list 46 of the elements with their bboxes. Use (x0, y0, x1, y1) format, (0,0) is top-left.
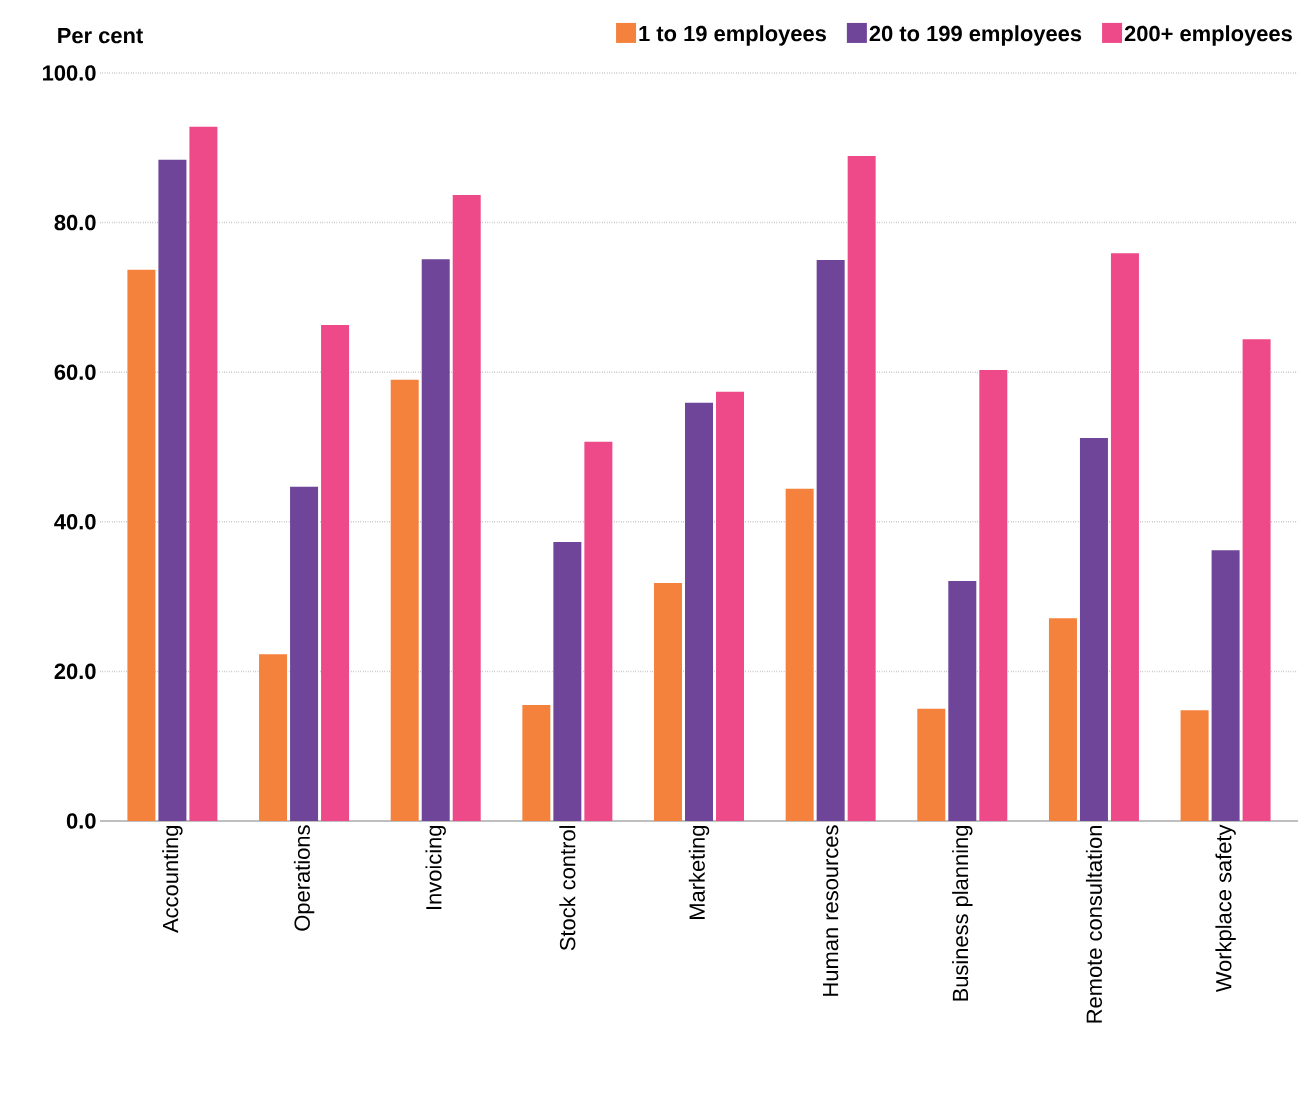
bar (948, 580, 977, 821)
bar (917, 708, 946, 821)
bar (785, 488, 814, 821)
bar (1048, 618, 1077, 821)
bar (979, 369, 1008, 821)
x-tick-label: Business planning (952, 825, 973, 1001)
bar (189, 126, 218, 821)
bar (522, 705, 551, 821)
bar (259, 654, 288, 821)
bar (816, 259, 845, 821)
legend-label: 200+ employees (1124, 25, 1292, 46)
bar (1211, 550, 1240, 821)
y-tick-label: 40.0 (54, 514, 96, 530)
bar (716, 391, 745, 821)
bar (584, 441, 613, 821)
bar (421, 259, 450, 821)
x-tick-label: Operations (293, 825, 315, 931)
x-tick-label: Invoicing (425, 825, 446, 909)
bar (847, 156, 876, 821)
bar (1110, 253, 1139, 821)
y-tick-label: 80.0 (54, 214, 96, 231)
y-tick-label: 20.0 (54, 663, 96, 680)
bar (553, 541, 582, 821)
y-tick-label: 100.0 (43, 65, 96, 81)
x-tick-label: Remote consultation (1085, 825, 1103, 1023)
bar (321, 325, 350, 821)
bar (1079, 438, 1108, 821)
legend-label: 20 to 199 employees (869, 25, 1082, 46)
bar (158, 159, 187, 821)
bar (1180, 710, 1209, 821)
x-tick-label: Workplace safety (1215, 824, 1236, 993)
bar (390, 379, 419, 821)
x-tick-label: Human resources (823, 825, 839, 996)
y-tick-label: 0.0 (66, 813, 96, 829)
bar (654, 583, 683, 821)
bar (1242, 339, 1271, 821)
legend-label: 1 to 19 employees (639, 25, 826, 46)
y-tick-label: 60.0 (54, 364, 96, 380)
bar (685, 402, 714, 821)
y-axis-title: Per cent (58, 27, 143, 44)
bar (127, 269, 156, 821)
bar (290, 486, 319, 821)
x-tick-label: Stock control (559, 825, 576, 951)
x-tick-label: Marketing (688, 825, 710, 919)
x-tick-label: Accounting (162, 825, 183, 933)
bar (452, 194, 481, 821)
